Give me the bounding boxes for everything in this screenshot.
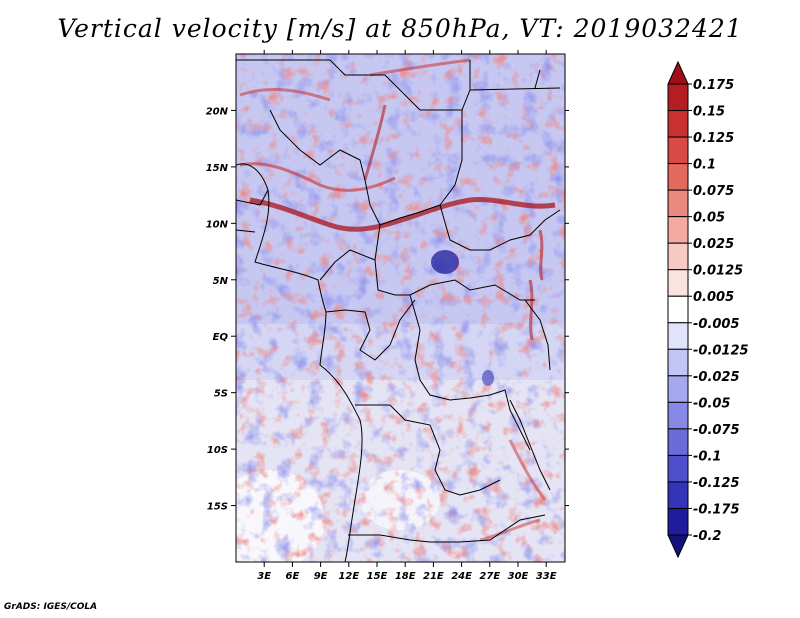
colorbar-swatch bbox=[667, 401, 689, 430]
map-title: Vertical velocity [m/s] at 850hPa, VT: 2… bbox=[57, 14, 743, 43]
colorbar-swatch bbox=[667, 269, 689, 297]
border-sahel bbox=[236, 59, 463, 226]
ascent-texture bbox=[236, 54, 565, 562]
colorbar-label: 0.125 bbox=[693, 131, 734, 146]
border-lakes bbox=[509, 299, 551, 491]
strong-descent-cell bbox=[431, 250, 459, 274]
colorbar-label: 0.025 bbox=[693, 237, 734, 252]
colorbar-top-arrow bbox=[667, 60, 689, 85]
lat-tick-label: 10N bbox=[206, 219, 229, 230]
colorbar-label: -0.175 bbox=[693, 502, 740, 517]
colorbar-label: -0.075 bbox=[693, 423, 740, 438]
velocity-field bbox=[236, 54, 565, 562]
colorbar-swatch bbox=[667, 83, 689, 112]
colorbar-label: 0.005 bbox=[693, 290, 734, 305]
colorbar-swatch bbox=[667, 454, 689, 483]
colorbar-label: 0.075 bbox=[693, 184, 734, 199]
lon-tick-label: 30E bbox=[508, 571, 529, 582]
colorbar-swatch bbox=[667, 507, 689, 536]
colorbar-label: -0.005 bbox=[693, 317, 740, 332]
colorbar-swatch bbox=[667, 348, 689, 377]
longitude-axis: 3E 6E 9E 12E 15E 18E 21E 24E 27E 30E 33E bbox=[257, 50, 557, 582]
colorbar-swatch bbox=[667, 481, 689, 509]
border-congo bbox=[325, 299, 416, 361]
colorbar: 0.175 0.15 0.125 0.1 0.075 0.05 0.025 0.0125 0.0… bbox=[667, 60, 749, 559]
colorbar-swatch bbox=[667, 216, 689, 244]
ascent-band-sahara bbox=[363, 104, 387, 181]
colorbar-label: 0.175 bbox=[693, 78, 734, 93]
colorbar-swatch bbox=[667, 322, 689, 350]
lat-tick-label: 5S bbox=[214, 389, 228, 400]
lat-tick-label: 5N bbox=[213, 276, 229, 287]
border-angola bbox=[355, 404, 501, 496]
colorbar-label: -0.1 bbox=[693, 449, 721, 464]
colorbar-label: 0.0125 bbox=[693, 264, 743, 279]
borders bbox=[236, 59, 561, 562]
colorbar-label: -0.0125 bbox=[693, 343, 749, 358]
border-northeast bbox=[461, 60, 561, 111]
colorbar-label: -0.125 bbox=[693, 476, 740, 491]
ascent-band-15n bbox=[239, 162, 396, 192]
grads-credit: GrADS: IGES/COLA bbox=[4, 602, 98, 612]
lat-tick-label: 20N bbox=[206, 106, 229, 117]
colorbar-bottom-arrow bbox=[667, 534, 689, 559]
lat-tick-label: 15N bbox=[206, 163, 229, 174]
colorbar-label: -0.2 bbox=[693, 529, 721, 544]
border-cameroon bbox=[319, 249, 376, 281]
lon-tick-label: 9E bbox=[314, 571, 328, 582]
colorbar-swatch bbox=[667, 110, 689, 138]
lon-tick-label: 24E bbox=[451, 571, 472, 582]
colorbar-swatch bbox=[667, 295, 689, 324]
ascent-band-10n bbox=[249, 197, 556, 232]
lon-tick-label: 15E bbox=[367, 571, 388, 582]
lat-tick-label: 10S bbox=[207, 445, 228, 456]
latitude-axis: 20N 15N 10N 5N EQ 5S 10S 15S bbox=[206, 106, 569, 513]
colorbar-swatch bbox=[667, 428, 689, 456]
colorbar-label: 0.1 bbox=[693, 158, 716, 173]
colorbar-swatch bbox=[667, 189, 689, 218]
ascent-band-north bbox=[239, 58, 471, 102]
lon-tick-label: 3E bbox=[257, 571, 271, 582]
lon-tick-label: 18E bbox=[395, 571, 416, 582]
lon-tick-label: 12E bbox=[338, 571, 359, 582]
lon-tick-label: 27E bbox=[479, 571, 500, 582]
lon-tick-label: 33E bbox=[536, 571, 557, 582]
plot-frame bbox=[235, 53, 566, 563]
ascent-band-south bbox=[479, 439, 547, 542]
border-west bbox=[236, 189, 269, 233]
colorbar-label: 0.15 bbox=[693, 105, 725, 120]
border-drc bbox=[409, 294, 531, 451]
colorbar-label: -0.05 bbox=[693, 396, 730, 411]
lon-tick-label: 6E bbox=[286, 571, 300, 582]
ascent-band-east bbox=[528, 229, 544, 341]
border-sudan bbox=[439, 204, 561, 251]
colorbar-swatch bbox=[667, 242, 689, 271]
lon-tick-label: 21E bbox=[423, 571, 444, 582]
colorbar-swatch bbox=[667, 136, 689, 165]
colorbar-label: 0.05 bbox=[693, 211, 725, 226]
border-south bbox=[348, 514, 546, 543]
colorbar-swatch bbox=[667, 375, 689, 403]
border-car bbox=[374, 224, 535, 301]
colorbar-swatch bbox=[667, 163, 689, 191]
lat-tick-label: EQ bbox=[213, 332, 229, 343]
colorbar-label: -0.025 bbox=[693, 370, 740, 385]
lat-tick-label: 15S bbox=[207, 502, 228, 513]
coastline bbox=[236, 163, 363, 562]
descent-cell bbox=[482, 370, 494, 386]
